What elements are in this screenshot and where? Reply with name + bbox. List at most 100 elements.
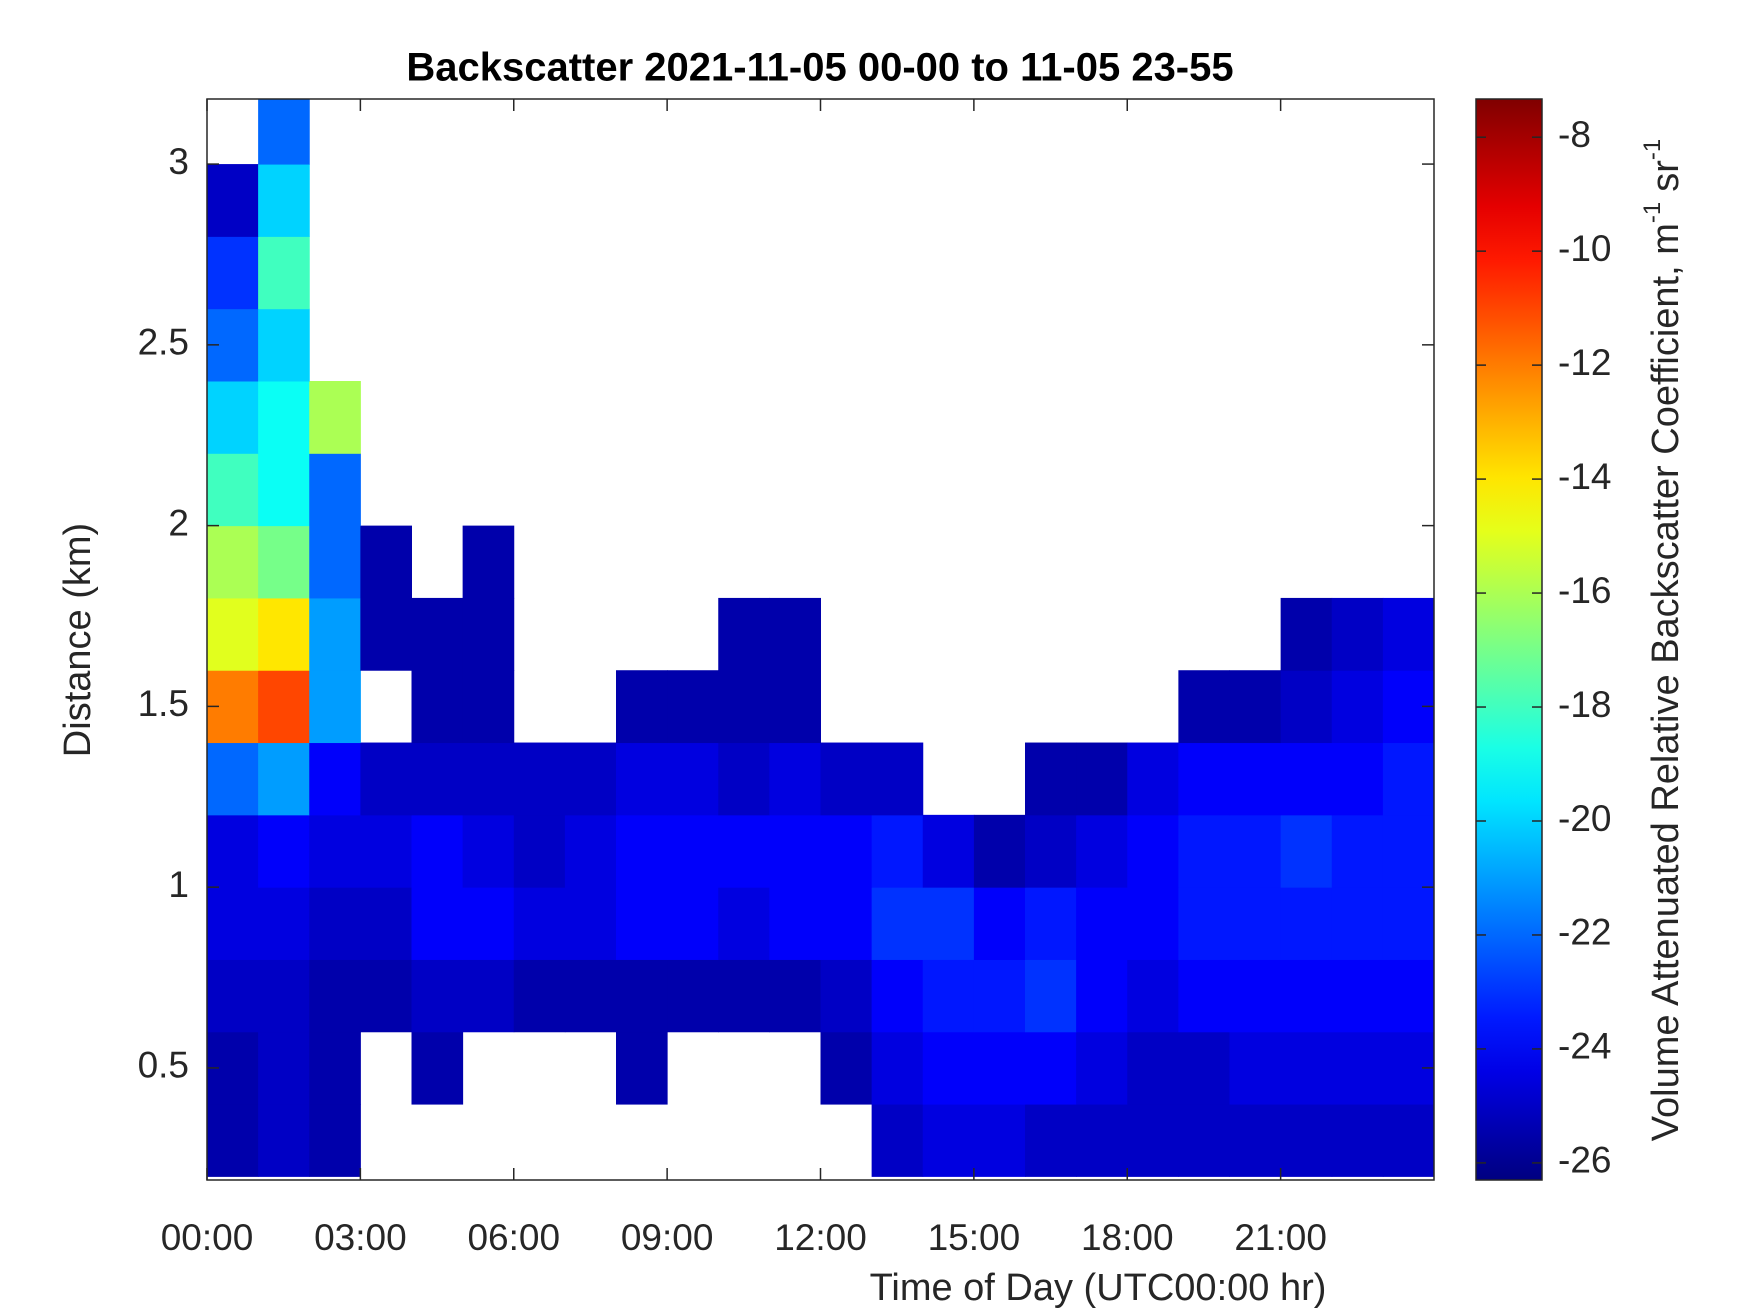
- cell: [1331, 887, 1384, 960]
- cell: [1178, 670, 1230, 744]
- cell: [564, 887, 617, 960]
- cell: [411, 959, 464, 1033]
- colorbar-tick-label: -10: [1558, 228, 1611, 269]
- cell: [462, 742, 515, 816]
- cell: [718, 887, 770, 960]
- cell: [718, 742, 770, 816]
- cell: [360, 814, 412, 888]
- cell: [309, 814, 361, 888]
- cell: [207, 742, 259, 816]
- cell: [1127, 1031, 1179, 1105]
- cell: [1280, 1104, 1333, 1177]
- cell: [1280, 597, 1333, 671]
- cell: [1382, 887, 1434, 960]
- colorbar-tick-label: -24: [1558, 1026, 1611, 1067]
- cell: [462, 597, 515, 671]
- cell: [513, 742, 566, 816]
- cell: [922, 814, 975, 888]
- cell: [667, 887, 719, 960]
- cell: [1127, 959, 1179, 1033]
- heatmap: [207, 99, 1434, 1177]
- cell: [1382, 742, 1434, 816]
- x-tick-label: 15:00: [928, 1217, 1021, 1258]
- cell: [871, 959, 924, 1033]
- cell: [1280, 959, 1333, 1033]
- cell: [616, 887, 668, 960]
- cell: [411, 670, 464, 744]
- cell: [871, 742, 924, 816]
- colorbar-tick-label: -14: [1558, 456, 1611, 497]
- cell: [1382, 597, 1434, 671]
- cell: [411, 814, 464, 888]
- cell: [1025, 887, 1077, 960]
- cell: [616, 1031, 668, 1105]
- cell: [1382, 1104, 1434, 1177]
- cell: [564, 742, 617, 816]
- cell: [1076, 959, 1128, 1033]
- cell: [309, 1031, 361, 1105]
- cell: [309, 887, 361, 960]
- colorbar-tick-label: -16: [1558, 570, 1611, 611]
- cell: [564, 814, 617, 888]
- cell: [564, 959, 617, 1033]
- cell: [258, 308, 310, 382]
- cell: [258, 99, 310, 165]
- cell: [462, 670, 515, 744]
- cell: [309, 597, 361, 671]
- cell: [1280, 887, 1333, 960]
- colorbar-tick-label: -8: [1558, 114, 1591, 155]
- cell: [973, 959, 1026, 1033]
- cell: [1331, 959, 1384, 1033]
- cell: [513, 814, 566, 888]
- cell: [309, 525, 361, 599]
- y-tick-label: 2: [168, 502, 189, 543]
- cell: [616, 670, 668, 744]
- cell: [207, 164, 259, 237]
- cell: [1025, 814, 1077, 888]
- x-axis-label: Time of Day (UTC00:00 hr): [870, 1267, 1327, 1309]
- cell: [1229, 742, 1282, 816]
- cell: [462, 887, 515, 960]
- cell: [769, 742, 821, 816]
- colorbar-tick-label: -26: [1558, 1140, 1611, 1181]
- cell: [513, 959, 566, 1033]
- cell: [360, 597, 412, 671]
- cell: [411, 742, 464, 816]
- cell: [207, 887, 259, 960]
- cell: [207, 814, 259, 888]
- cell: [258, 1104, 310, 1177]
- y-tick-label: 0.5: [138, 1045, 189, 1086]
- cell: [1280, 1031, 1333, 1105]
- y-tick-label: 1: [168, 864, 189, 905]
- x-tick-label: 18:00: [1081, 1217, 1174, 1258]
- colorbar-label-text: Volume Attenuated Relative Backscatter C…: [1645, 223, 1687, 1141]
- colorbar-tick-label: -12: [1558, 342, 1611, 383]
- cell: [1331, 1031, 1384, 1105]
- x-tick-label: 00:00: [161, 1217, 254, 1258]
- cell: [1280, 814, 1333, 888]
- y-tick-label: 3: [168, 141, 189, 182]
- cell: [1178, 1104, 1230, 1177]
- cell: [769, 597, 821, 671]
- cell: [1076, 1031, 1128, 1105]
- cell: [258, 381, 310, 454]
- x-tick-label: 06:00: [467, 1217, 560, 1258]
- cell: [1280, 670, 1333, 744]
- cell: [258, 1031, 310, 1105]
- cell: [718, 670, 770, 744]
- colorbar-tick-label: -20: [1558, 798, 1611, 839]
- x-tick-label: 12:00: [774, 1217, 867, 1258]
- cell: [258, 959, 310, 1033]
- cell: [973, 887, 1026, 960]
- cell: [258, 164, 310, 237]
- cell: [718, 597, 770, 671]
- cell: [258, 814, 310, 888]
- cell: [1382, 959, 1434, 1033]
- axes: 00:00 03:00 06:00 09:00 12:00 15:00 18:00 21:00…: [138, 98, 1687, 1258]
- cell: [1229, 814, 1282, 888]
- x-tick-label: 09:00: [621, 1217, 714, 1258]
- cell: [820, 887, 873, 960]
- cell: [258, 525, 310, 599]
- cell: [1178, 887, 1230, 960]
- cell: [1025, 959, 1077, 1033]
